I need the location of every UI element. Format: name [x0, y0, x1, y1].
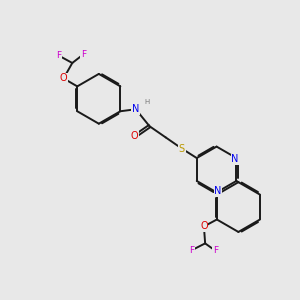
- Text: F: F: [81, 50, 86, 59]
- Text: O: O: [130, 130, 138, 141]
- Text: N: N: [231, 154, 239, 164]
- Text: F: F: [56, 51, 61, 60]
- Text: O: O: [200, 221, 208, 232]
- Text: N: N: [214, 186, 222, 196]
- Text: F: F: [213, 246, 218, 255]
- Text: F: F: [189, 246, 194, 255]
- Text: N: N: [132, 104, 140, 114]
- Text: S: S: [179, 144, 185, 154]
- Text: O: O: [60, 74, 68, 83]
- Text: H: H: [145, 99, 150, 105]
